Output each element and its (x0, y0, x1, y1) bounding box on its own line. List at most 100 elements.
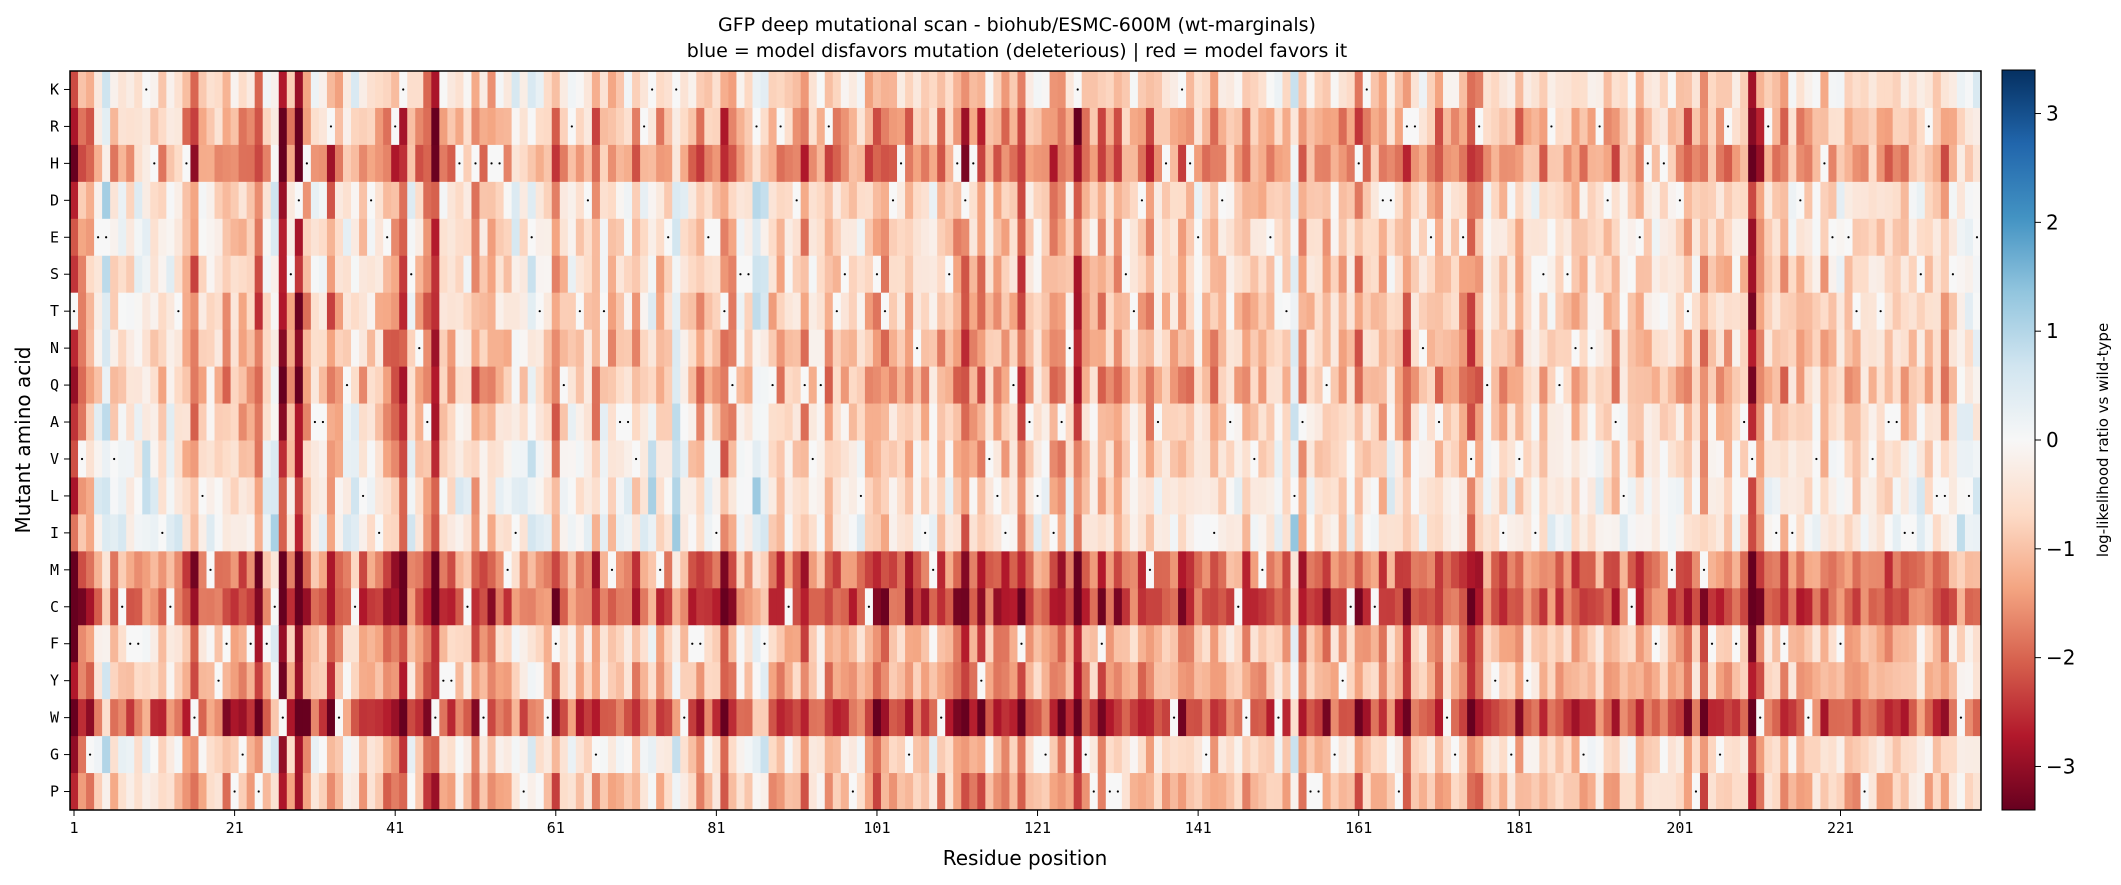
heatmap-cell (1515, 71, 1524, 109)
heatmap-cell (905, 662, 914, 700)
heatmap-cell (664, 625, 673, 663)
heatmap-cell (1756, 736, 1765, 774)
heatmap-cell (1884, 773, 1894, 811)
heatmap-cell (1129, 662, 1139, 700)
heatmap-cell (744, 366, 753, 405)
heatmap-cell (1137, 736, 1147, 774)
heatmap-cell (78, 107, 87, 146)
heatmap-cell (423, 514, 432, 552)
heatmap-cell (1651, 736, 1661, 774)
heatmap-cell (889, 107, 898, 146)
heatmap-cell (447, 144, 456, 183)
heatmap-cell (455, 292, 464, 331)
heatmap-cell (503, 662, 513, 700)
heatmap-cell (1153, 736, 1163, 774)
heatmap-cell (1972, 107, 1982, 146)
heatmap-cell (479, 218, 489, 257)
heatmap-cell (1675, 736, 1685, 774)
heatmap-cell (1459, 107, 1468, 146)
heatmap-cell (1667, 477, 1677, 515)
heatmap-cell (535, 662, 545, 700)
heatmap-cell (1499, 107, 1508, 146)
heatmap-cell (808, 403, 818, 441)
heatmap-cell (519, 218, 529, 257)
heatmap-cell (86, 144, 95, 183)
heatmap-cell (1908, 181, 1918, 220)
heatmap-cell (383, 144, 392, 183)
heatmap-cell (286, 107, 296, 146)
heatmap-cell (1017, 255, 1026, 294)
heatmap-cell (1788, 551, 1797, 589)
heatmap-cell (824, 699, 834, 737)
heatmap-cell (985, 218, 994, 257)
heatmap-cell (1314, 588, 1324, 626)
heatmap-cell (278, 625, 288, 663)
wild-type-dot (819, 383, 822, 387)
heatmap-cell (1780, 181, 1789, 220)
heatmap-cell (712, 255, 721, 294)
heatmap-cell (334, 255, 344, 294)
wild-type-dot (707, 236, 710, 239)
heatmap-cell (1948, 107, 1958, 146)
heatmap-cell (1635, 440, 1645, 478)
heatmap-cell (1153, 699, 1163, 737)
heatmap-cell (503, 71, 513, 109)
heatmap-cell (519, 181, 529, 220)
heatmap-cell (567, 71, 577, 109)
heatmap-cell (1956, 218, 1966, 257)
heatmap-cell (70, 403, 79, 441)
heatmap-cell (1178, 403, 1187, 441)
heatmap-cell (1812, 292, 1821, 331)
heatmap-cell (953, 255, 962, 294)
heatmap-cell (1732, 366, 1741, 405)
heatmap-cell (302, 662, 312, 700)
heatmap-cell (559, 107, 569, 146)
heatmap-cell (94, 255, 103, 294)
heatmap-cell (616, 551, 625, 589)
heatmap-cell (1378, 736, 1388, 774)
heatmap-cell (1659, 403, 1669, 441)
wild-type-dot (233, 790, 236, 793)
heatmap-cell (953, 773, 962, 811)
heatmap-cell (929, 329, 938, 368)
heatmap-cell (198, 366, 207, 405)
heatmap-cell (1683, 218, 1693, 257)
heatmap-cell (1451, 551, 1460, 589)
heatmap-cell (808, 107, 818, 146)
heatmap-cell (1587, 107, 1597, 146)
heatmap-cell (792, 551, 802, 589)
heatmap-cell (1459, 477, 1468, 515)
heatmap-cell (1868, 181, 1878, 220)
heatmap-cell (1708, 662, 1717, 700)
heatmap-cell (1178, 218, 1187, 257)
heatmap-cell (1033, 588, 1043, 626)
heatmap-cell (1531, 71, 1540, 109)
wild-type-dot (1598, 125, 1601, 128)
heatmap-cell (848, 736, 858, 774)
heatmap-cell (1290, 440, 1299, 478)
heatmap-cell (961, 144, 970, 183)
heatmap-cell (736, 736, 745, 774)
heatmap-cell (415, 662, 424, 700)
heatmap-cell (1603, 699, 1613, 737)
heatmap-cell (969, 625, 978, 663)
heatmap-cell (1563, 514, 1572, 552)
heatmap-cell (1451, 218, 1460, 257)
heatmap-cell (1386, 366, 1396, 405)
heatmap-cell (808, 662, 818, 700)
heatmap-cell (1330, 181, 1340, 220)
heatmap-cell (559, 699, 569, 737)
heatmap-cell (391, 366, 400, 405)
heatmap-cell (993, 255, 1002, 294)
heatmap-cell (334, 736, 344, 774)
heatmap-cell (1081, 144, 1091, 183)
wild-type-dot (1197, 236, 1200, 239)
heatmap-cell (1940, 625, 1950, 663)
heatmap-cell (359, 366, 368, 405)
heatmap-cell (1627, 736, 1637, 774)
heatmap-cell (1137, 218, 1147, 257)
heatmap-cell (222, 514, 232, 552)
heatmap-cell (1065, 403, 1075, 441)
heatmap-cell (270, 440, 280, 478)
heatmap-cell (1932, 773, 1942, 811)
